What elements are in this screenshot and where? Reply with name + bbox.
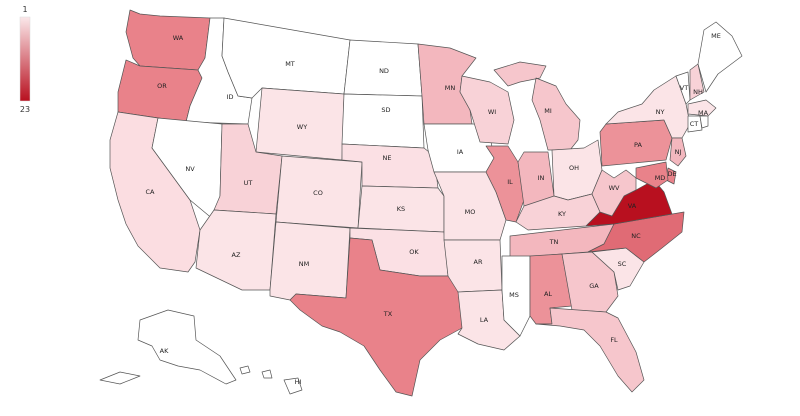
state-label-ne: NE: [383, 154, 392, 162]
state-mi[interactable]: [493, 61, 581, 151]
state-label-hi: HI: [295, 378, 302, 386]
state-label-ga: GA: [589, 282, 599, 290]
state-label-de: DE: [667, 170, 676, 178]
state-label-ar: AR: [474, 258, 483, 266]
state-wa[interactable]: [125, 9, 211, 71]
state-sd[interactable]: [341, 93, 425, 149]
state-hi[interactable]: [239, 365, 303, 395]
state-nh[interactable]: [689, 63, 705, 101]
state-label-me: ME: [711, 32, 721, 40]
state-label-ut: UT: [244, 179, 253, 187]
state-label-ca: CA: [146, 188, 156, 196]
state-label-in: IN: [538, 174, 545, 182]
state-label-ct: CT: [690, 120, 699, 128]
state-label-mn: MN: [445, 84, 456, 92]
state-label-tx: TX: [383, 310, 393, 318]
state-label-co: CO: [313, 189, 323, 197]
state-label-ks: KS: [397, 205, 405, 213]
state-label-pa: PA: [634, 141, 643, 149]
state-label-mi: MI: [544, 107, 552, 115]
state-ma[interactable]: [687, 99, 717, 117]
state-fl[interactable]: [535, 307, 645, 393]
state-label-vt: VT: [680, 84, 688, 92]
state-label-nj: NJ: [675, 148, 682, 156]
state-nm[interactable]: [269, 221, 351, 301]
state-label-ms: MS: [509, 291, 519, 299]
state-label-az: AZ: [232, 251, 241, 259]
state-label-sd: SD: [381, 106, 390, 114]
legend-min-label: 1: [22, 5, 27, 14]
state-md[interactable]: [635, 161, 669, 189]
state-me[interactable]: [697, 21, 743, 93]
state-wv[interactable]: [591, 169, 637, 217]
state-label-al: AL: [544, 290, 552, 298]
state-label-fl: FL: [610, 336, 618, 344]
state-label-il: IL: [507, 178, 513, 186]
legend-color-bar: [19, 16, 31, 102]
state-label-nv: NV: [185, 165, 195, 173]
state-label-ak: AK: [160, 347, 169, 355]
state-label-nc: NC: [631, 232, 641, 240]
state-label-wy: WY: [297, 123, 307, 131]
state-label-nm: NM: [299, 260, 309, 268]
state-label-oh: OH: [569, 164, 579, 172]
state-ct[interactable]: [687, 115, 703, 133]
state-ri[interactable]: [699, 115, 709, 129]
state-tx[interactable]: [289, 237, 463, 397]
state-label-la: LA: [480, 316, 489, 324]
state-label-ia: IA: [457, 148, 464, 156]
state-label-md: MD: [655, 174, 666, 182]
state-nj[interactable]: [669, 137, 687, 167]
state-label-ma: MA: [698, 109, 709, 117]
state-label-mo: MO: [465, 208, 476, 216]
state-ak[interactable]: [99, 309, 237, 385]
state-label-nd: ND: [379, 67, 389, 75]
state-label-mt: MT: [285, 60, 295, 68]
state-label-tn: TN: [549, 238, 559, 246]
color-legend: 1 23: [19, 5, 31, 114]
state-nc[interactable]: [587, 211, 685, 263]
state-labels-layer: WA OR CA ID NV MT WY UT AZ CO NM ND SD NE KS OK TX MN IA MO…: [146, 32, 721, 386]
state-il[interactable]: [485, 145, 525, 223]
state-label-sc: SC: [618, 260, 627, 268]
legend-max-label: 23: [20, 105, 30, 114]
states-layer: [99, 9, 743, 397]
state-label-wa: WA: [173, 34, 184, 42]
state-label-wi: WI: [488, 108, 496, 116]
state-label-nh: NH: [693, 88, 703, 96]
state-ut[interactable]: [213, 123, 283, 215]
state-label-id: ID: [227, 93, 234, 101]
state-label-wv: WV: [609, 184, 620, 192]
state-wi[interactable]: [459, 75, 515, 145]
state-label-or: OR: [157, 82, 167, 90]
state-label-ny: NY: [656, 108, 665, 116]
state-label-ky: KY: [558, 210, 566, 218]
state-mt[interactable]: [221, 17, 351, 99]
state-az[interactable]: [195, 209, 277, 291]
state-label-ok: OK: [409, 248, 419, 256]
state-label-va: VA: [628, 202, 637, 210]
